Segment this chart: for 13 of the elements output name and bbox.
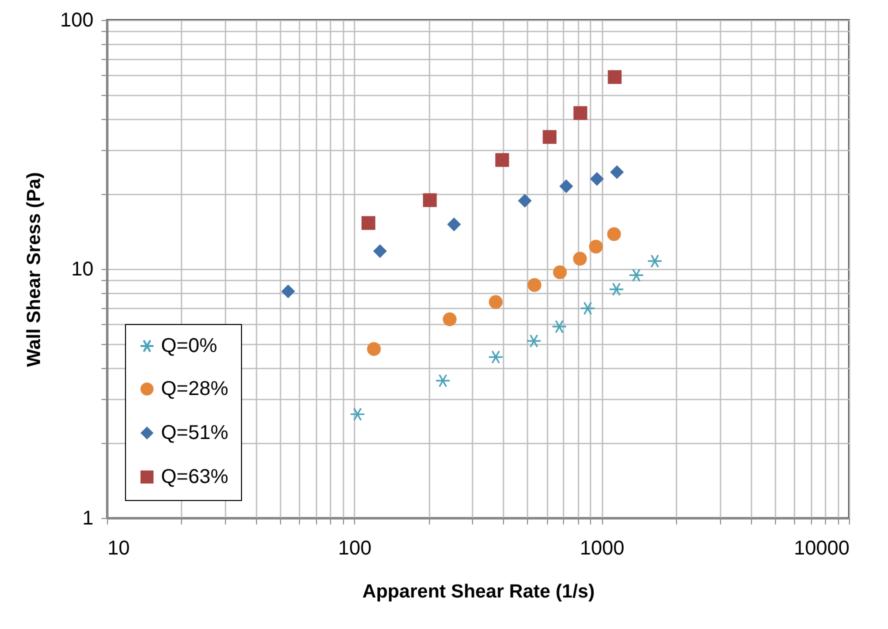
x-tick-label: 10 <box>108 538 130 560</box>
legend-label: Q=63% <box>161 466 228 488</box>
x-tick-label: 10000 <box>794 538 850 560</box>
x-tick-label: 1000 <box>580 538 624 560</box>
legend-label: Q=28% <box>161 378 228 400</box>
y-axis-title: Wall Shear Sress (Pa) <box>24 172 46 367</box>
y-tick-label: 10 <box>71 258 94 280</box>
x-axis-title: Apparent Shear Rate (1/s) <box>362 582 595 602</box>
x-tick-label: 100 <box>338 538 372 560</box>
y-tick-label: 1 <box>82 508 94 530</box>
legend-label: Q=51% <box>161 422 228 444</box>
legend-label: Q=0% <box>161 335 218 357</box>
y-tick-label: 100 <box>60 10 94 32</box>
